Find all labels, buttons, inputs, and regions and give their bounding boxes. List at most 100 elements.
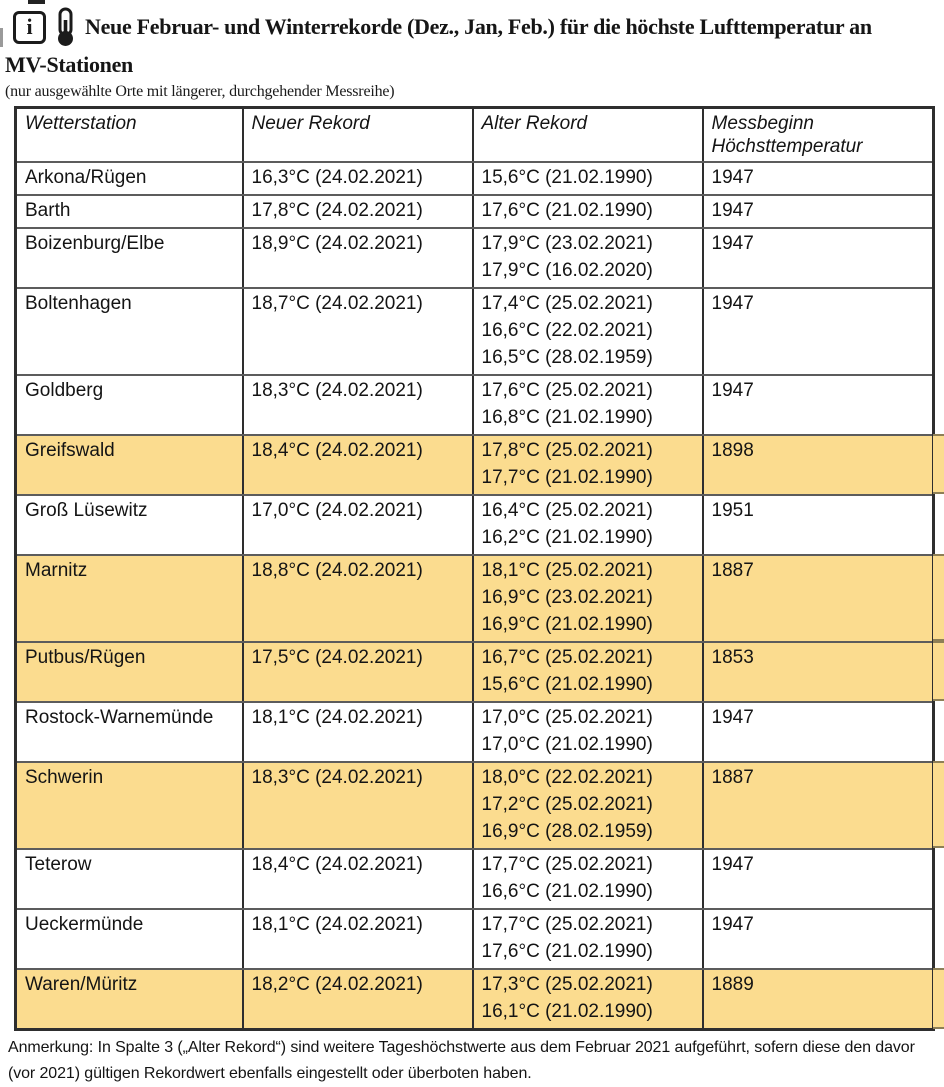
station-cell: Teterow: [14, 848, 244, 910]
old-record-cell: 17,7°C (25.02.2021) 17,6°C (21.02.1990): [471, 908, 704, 970]
table-row: Goldberg 18,3°C (24.02.2021) 17,6°C (25.02…: [14, 374, 935, 436]
table-row: Barth 17,8°C (24.02.2021) 17,6°C (21.02.19…: [14, 194, 935, 229]
old-record-cell: 17,7°C (25.02.2021) 16,6°C (21.02.1990): [471, 848, 704, 910]
old-record-value: 17,6°C (21.02.1990): [481, 941, 653, 962]
old-record-value: 17,9°C (23.02.2021): [481, 233, 653, 254]
records-table: Wetterstation Neuer Rekord Alter Rekord Mes…: [14, 106, 935, 1031]
old-record-value: 17,3°C (25.02.2021): [481, 974, 653, 995]
title-line-1: i Neue Februar- und Winterrekorde (Dez.,…: [13, 6, 936, 48]
new-record-cell: 17,0°C (24.02.2021): [241, 494, 474, 556]
measure-start-cell: 1887: [701, 761, 935, 850]
old-record-value: 17,0°C (25.02.2021): [481, 707, 653, 728]
old-record-value: 17,0°C (21.02.1990): [481, 734, 653, 755]
page-subtitle: (nur ausgewählte Orte mit längerer, durc…: [5, 83, 395, 100]
station-cell: Greifswald: [14, 434, 244, 496]
column-header-line: Höchsttemperatur: [711, 136, 863, 157]
measure-start-cell: 1898: [701, 434, 935, 496]
old-record-value: 17,6°C (21.02.1990): [481, 200, 653, 221]
old-record-value: 17,7°C (21.02.1990): [481, 467, 653, 488]
new-record-cell: 18,1°C (24.02.2021): [241, 701, 474, 763]
old-record-value: 16,9°C (21.02.1990): [481, 614, 653, 635]
new-record-cell: 18,1°C (24.02.2021): [241, 908, 474, 970]
station-cell: Marnitz: [14, 554, 244, 643]
column-header-4: Messbeginn Höchsttemperatur: [701, 106, 935, 163]
new-record-cell: 18,4°C (24.02.2021): [241, 848, 474, 910]
table-row: Groß Lüsewitz 17,0°C (24.02.2021) 16,4°C (…: [14, 494, 935, 556]
old-record-value: 17,9°C (16.02.2020): [481, 260, 653, 281]
table-row: Rostock-Warnemünde 18,1°C (24.02.2021) 17,…: [14, 701, 935, 763]
measure-start-cell: 1947: [701, 908, 935, 970]
station-cell: Goldberg: [14, 374, 244, 436]
station-cell: Rostock-Warnemünde: [14, 701, 244, 763]
old-record-value: 16,6°C (22.02.2021): [481, 320, 653, 341]
info-icon: i: [13, 10, 46, 44]
table-row: Arkona/Rügen 16,3°C (24.02.2021) 15,6°C (2…: [14, 161, 935, 196]
station-cell: Barth: [14, 194, 244, 229]
old-record-value: 17,8°C (25.02.2021): [481, 440, 653, 461]
old-record-value: 16,4°C (25.02.2021): [481, 500, 653, 521]
old-record-cell: 15,6°C (21.02.1990): [471, 161, 704, 196]
page-title-line1: Neue Februar- und Winterrekorde (Dez., J…: [85, 14, 872, 39]
station-cell: Arkona/Rügen: [14, 161, 244, 196]
measure-start-cell: 1947: [701, 374, 935, 436]
old-record-cell: 16,7°C (25.02.2021) 15,6°C (21.02.1990): [471, 641, 704, 703]
new-record-cell: 18,2°C (24.02.2021): [241, 968, 474, 1031]
table-row: Marnitz 18,8°C (24.02.2021) 18,1°C (25.02.…: [14, 554, 935, 643]
column-header-line: Wetterstation: [25, 113, 137, 134]
scan-artifact-left: [0, 28, 3, 47]
station-cell: Ueckermünde: [14, 908, 244, 970]
old-record-value: 16,5°C (28.02.1959): [481, 347, 653, 368]
measure-start-cell: 1889: [701, 968, 935, 1031]
table-row: Schwerin 18,3°C (24.02.2021) 18,0°C (22.02…: [14, 761, 935, 850]
new-record-cell: 18,9°C (24.02.2021): [241, 227, 474, 289]
new-record-cell: 18,8°C (24.02.2021): [241, 554, 474, 643]
records-table-wrap: Wetterstation Neuer Rekord Alter Rekord Mes…: [14, 106, 944, 1031]
old-record-value: 17,7°C (25.02.2021): [481, 854, 653, 875]
old-record-value: 16,9°C (23.02.2021): [481, 587, 653, 608]
station-cell: Putbus/Rügen: [14, 641, 244, 703]
measure-start-cell: 1947: [701, 848, 935, 910]
table-row: Putbus/Rügen 17,5°C (24.02.2021) 16,7°C (2…: [14, 641, 935, 703]
measure-start-cell: 1947: [701, 287, 935, 376]
old-record-cell: 17,0°C (25.02.2021) 17,0°C (21.02.1990): [471, 701, 704, 763]
measure-start-cell: 1887: [701, 554, 935, 643]
old-record-value: 15,6°C (21.02.1990): [481, 167, 653, 188]
old-record-value: 16,1°C (21.02.1990): [481, 1001, 653, 1022]
new-record-cell: 17,5°C (24.02.2021): [241, 641, 474, 703]
new-record-cell: 18,7°C (24.02.2021): [241, 287, 474, 376]
new-record-cell: 18,3°C (24.02.2021): [241, 374, 474, 436]
old-record-value: 16,7°C (25.02.2021): [481, 647, 653, 668]
old-record-value: 16,2°C (21.02.1990): [481, 527, 653, 548]
highlight-bleed-strip: [933, 434, 944, 494]
thermometer-icon: [58, 7, 73, 46]
old-record-value: 18,0°C (22.02.2021): [481, 767, 653, 788]
new-record-cell: 18,4°C (24.02.2021): [241, 434, 474, 496]
highlight-bleed-strip: [933, 968, 944, 1029]
highlight-bleed-strip: [933, 761, 944, 848]
old-record-value: 17,4°C (25.02.2021): [481, 293, 653, 314]
column-header-3: Alter Rekord: [471, 106, 704, 163]
old-record-cell: 17,9°C (23.02.2021) 17,9°C (16.02.2020): [471, 227, 704, 289]
old-record-cell: 18,0°C (22.02.2021) 17,2°C (25.02.2021) 16…: [471, 761, 704, 850]
scan-artifact-top: [28, 0, 45, 4]
old-record-value: 17,7°C (25.02.2021): [481, 914, 653, 935]
table-row: Boltenhagen 18,7°C (24.02.2021) 17,4°C (25…: [14, 287, 935, 376]
old-record-cell: 17,6°C (25.02.2021) 16,8°C (21.02.1990): [471, 374, 704, 436]
column-header-line: Messbeginn: [711, 113, 814, 134]
old-record-cell: 17,6°C (21.02.1990): [471, 194, 704, 229]
document-header: i Neue Februar- und Winterrekorde (Dez.,…: [0, 0, 944, 102]
station-cell: Boltenhagen: [14, 287, 244, 376]
station-cell: Schwerin: [14, 761, 244, 850]
column-header-2: Neuer Rekord: [241, 106, 474, 163]
old-record-value: 16,6°C (21.02.1990): [481, 881, 653, 902]
old-record-value: 18,1°C (25.02.2021): [481, 560, 653, 581]
old-record-value: 16,8°C (21.02.1990): [481, 407, 653, 428]
old-record-value: 17,2°C (25.02.2021): [481, 794, 653, 815]
old-record-cell: 16,4°C (25.02.2021) 16,2°C (21.02.1990): [471, 494, 704, 556]
station-cell: Boizenburg/Elbe: [14, 227, 244, 289]
measure-start-cell: 1947: [701, 227, 935, 289]
records-table-head: Wetterstation Neuer Rekord Alter Rekord Mes…: [14, 106, 935, 163]
header-row: Wetterstation Neuer Rekord Alter Rekord Mes…: [14, 106, 935, 163]
new-record-cell: 17,8°C (24.02.2021): [241, 194, 474, 229]
